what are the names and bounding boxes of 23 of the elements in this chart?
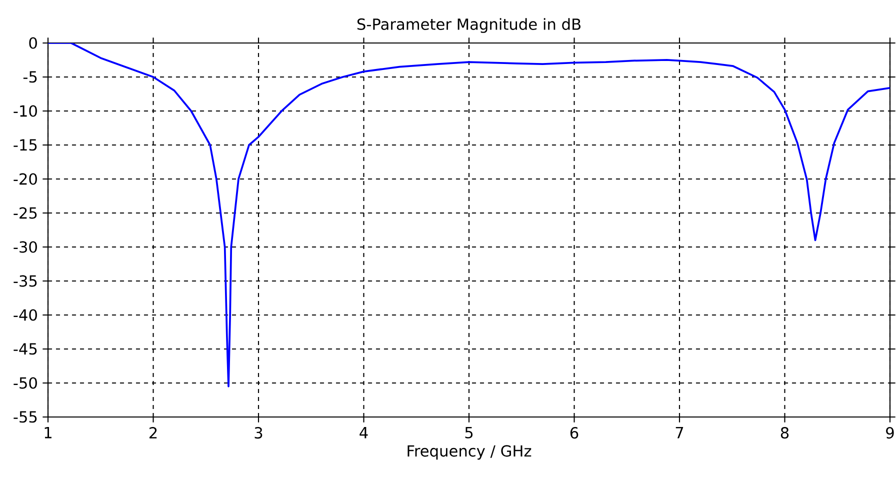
y-tick-label: -55 <box>14 411 37 423</box>
x-axis-title: Frequency / GHz <box>408 445 532 460</box>
y-tick-label: 0 <box>29 37 37 49</box>
y-tick-label: -45 <box>14 343 37 355</box>
x-tick-label: 6 <box>570 427 578 439</box>
y-tick-label: -40 <box>14 309 37 321</box>
x-tick-label: 5 <box>465 427 473 438</box>
x-tick-label: 8 <box>780 427 789 439</box>
y-tick-label: -30 <box>14 241 37 253</box>
y-tick-label: -35 <box>14 275 37 287</box>
x-tick-label: 1 <box>44 427 52 438</box>
y-tick-label: -20 <box>14 173 37 185</box>
y-tick-label: -15 <box>14 139 37 151</box>
y-tick-label: -10 <box>14 105 37 117</box>
y-tick-label: -5 <box>23 71 37 83</box>
y-tick-label: -50 <box>14 377 37 389</box>
x-tick-label: 9 <box>886 427 894 439</box>
chart-title: S-Parameter Magnitude in dB <box>357 18 580 33</box>
y-tick-label: -25 <box>14 207 37 219</box>
x-tick-label: 4 <box>360 427 368 438</box>
x-tick-label: 2 <box>150 427 157 438</box>
x-tick-label: 7 <box>676 427 684 438</box>
x-tick-label: 3 <box>254 427 262 439</box>
